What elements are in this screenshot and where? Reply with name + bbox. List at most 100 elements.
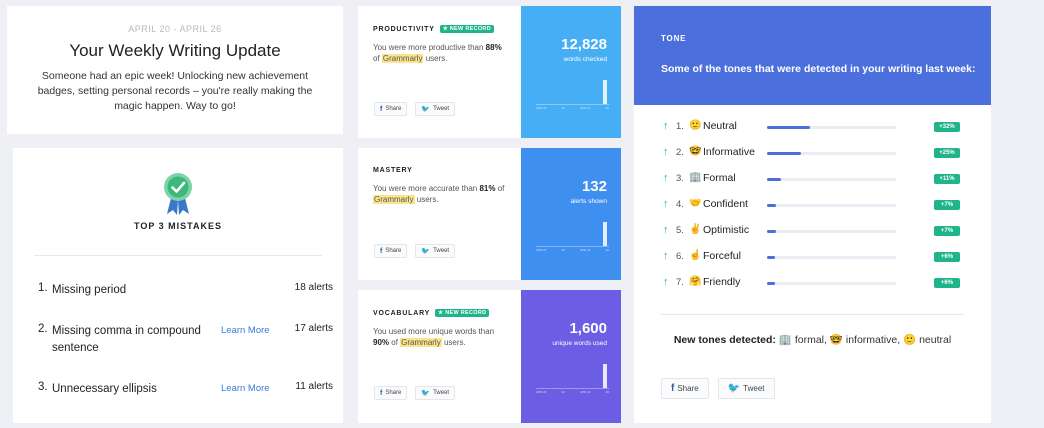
tone-rank: 5. <box>676 225 684 236</box>
divider <box>661 314 964 315</box>
weekly-update-header: APRIL 20 - APRIL 26 Your Weekly Writing … <box>7 6 343 134</box>
divider <box>34 255 322 256</box>
tweet-button[interactable]: 🐦 Tweet <box>415 102 456 116</box>
chart-ticks: APR 20 22 APR 24 26 <box>536 390 609 394</box>
mistake-number: 1. <box>38 282 48 294</box>
productivity-card: PRODUCTIVITY ★ NEW RECORD You were more p… <box>358 6 521 138</box>
mistake-count: 11 alerts <box>295 381 333 392</box>
mastery-card: MASTERY You were more accurate than 81% … <box>358 148 521 280</box>
chart-ticks: APR 20 22 APR 24 26 <box>536 106 609 110</box>
tone-name: Formal <box>703 172 736 184</box>
share-button[interactable]: f Share <box>374 102 408 116</box>
tone-rank: 7. <box>676 277 684 288</box>
tone-rank: 1. <box>676 121 684 132</box>
learn-more-link[interactable]: Learn More <box>221 383 270 394</box>
chart-baseline <box>536 104 609 105</box>
tone-name: Forceful <box>703 250 741 262</box>
alerts-shown-value: 132 <box>581 178 607 195</box>
facebook-icon: f <box>380 389 383 397</box>
tone-row: ↑7.🤗Friendly6+6% <box>663 276 963 290</box>
chart-baseline <box>536 388 609 389</box>
tone-rank: 2. <box>676 147 684 158</box>
tone-name: Informative <box>703 146 755 158</box>
tone-bar-fill <box>767 126 810 129</box>
twitter-icon: 🐦 <box>421 106 431 113</box>
tone-emoji-icon: 🤓 <box>689 146 702 157</box>
tone-row: ↑3.🏢Formal11+11% <box>663 172 963 186</box>
facebook-icon: f <box>380 247 383 255</box>
tone-rank: 6. <box>676 251 684 262</box>
tweet-button[interactable]: 🐦 Tweet <box>415 386 456 400</box>
tone-row: ↑2.🤓Informative25+25% <box>663 146 963 160</box>
mistake-text: Unnecessary ellipsis <box>52 383 157 395</box>
unique-words-label: unique words used <box>552 340 607 347</box>
tone-subtitle: Some of the tones that were detected in … <box>661 63 976 75</box>
arrow-up-icon: ↑ <box>663 198 669 210</box>
tone-change-badge: +7% <box>934 200 960 210</box>
tone-bar-track <box>767 152 896 155</box>
words-checked-label: words checked <box>563 56 607 63</box>
stat-label: PRODUCTIVITY <box>373 25 435 33</box>
chart-bar <box>603 364 607 388</box>
tone-header: TONE Some of the tones that were detecte… <box>634 6 991 105</box>
tone-name: Friendly <box>703 276 741 288</box>
tone-bar-fill <box>767 256 775 259</box>
tone-emoji-icon: 🏢 <box>689 172 702 183</box>
tone-bar-fill <box>767 230 777 233</box>
tone-row: ↑1.🙂Neutral32+32% <box>663 120 963 134</box>
tone-row: ↑5.✌️Optimistic7+7% <box>663 224 963 238</box>
tone-card: TONE Some of the tones that were detecte… <box>634 6 991 423</box>
share-button[interactable]: f Share <box>374 386 408 400</box>
tone-name: Confident <box>703 198 748 210</box>
facebook-icon: f <box>380 105 383 113</box>
tone-change-badge: +7% <box>934 226 960 236</box>
award-ribbon-icon <box>164 173 192 215</box>
arrow-up-icon: ↑ <box>663 250 669 262</box>
tone-emoji-icon: 🙂 <box>689 120 702 131</box>
date-range: APRIL 20 - APRIL 26 <box>128 24 222 34</box>
productivity-panel: 12,828 words checked APR 20 22 APR 24 26 <box>521 6 621 138</box>
tone-bar-track <box>767 126 896 129</box>
arrow-up-icon: ↑ <box>663 172 669 184</box>
tone-name: Neutral <box>703 120 737 132</box>
tone-change-badge: +6% <box>934 252 960 262</box>
tone-row: ↑6.☝️Forceful6+6% <box>663 250 963 264</box>
facebook-icon: f <box>671 383 675 394</box>
mistake-text: Missing period <box>52 284 127 296</box>
mistakes-title: TOP 3 MISTAKES <box>133 221 223 231</box>
mistake-count: 18 alerts <box>294 282 333 293</box>
words-checked-value: 12,828 <box>561 36 607 53</box>
stat-label: MASTERY <box>373 167 413 174</box>
tone-bar-track <box>767 204 896 207</box>
stat-description: You were more accurate than 81% of Gramm… <box>373 184 505 204</box>
tone-bar-fill <box>767 204 777 207</box>
chart-bar <box>603 80 607 104</box>
chart-baseline <box>536 246 609 247</box>
tweet-button[interactable]: 🐦 Tweet <box>717 378 775 399</box>
learn-more-link[interactable]: Learn More <box>221 325 270 336</box>
tone-bar-fill <box>767 178 782 181</box>
arrow-up-icon: ↑ <box>663 146 669 158</box>
page-title: Your Weekly Writing Update <box>69 41 281 60</box>
twitter-icon: 🐦 <box>421 390 431 397</box>
share-button[interactable]: f Share <box>374 244 408 258</box>
tone-emoji-icon: 🤗 <box>689 276 702 287</box>
mastery-panel: 132 alerts shown APR 20 22 APR 24 26 <box>521 148 621 280</box>
tone-change-badge: +6% <box>934 278 960 288</box>
tone-emoji-icon: ✌️ <box>689 224 702 235</box>
tone-rank: 4. <box>676 199 684 210</box>
tone-change-badge: +11% <box>934 174 960 184</box>
tweet-button[interactable]: 🐦 Tweet <box>415 244 456 258</box>
tone-change-badge: +25% <box>934 148 960 158</box>
tone-rank: 3. <box>676 173 684 184</box>
stat-description: You were more productive than 88% of Gra… <box>373 43 502 63</box>
tone-row: ↑4.🤝Confident7+7% <box>663 198 963 212</box>
arrow-up-icon: ↑ <box>663 224 669 236</box>
vocabulary-card: VOCABULARY ★ NEW RECORD You used more uni… <box>358 290 521 423</box>
share-button[interactable]: f Share <box>661 378 709 399</box>
tone-bar-fill <box>767 282 775 285</box>
chart-bar <box>603 222 607 246</box>
tone-name: Optimistic <box>703 224 750 236</box>
mistake-text: Missing comma in compound sentence <box>52 325 201 354</box>
new-tones-detected: New tones detected: 🏢 formal, 🤓 informat… <box>673 334 952 346</box>
